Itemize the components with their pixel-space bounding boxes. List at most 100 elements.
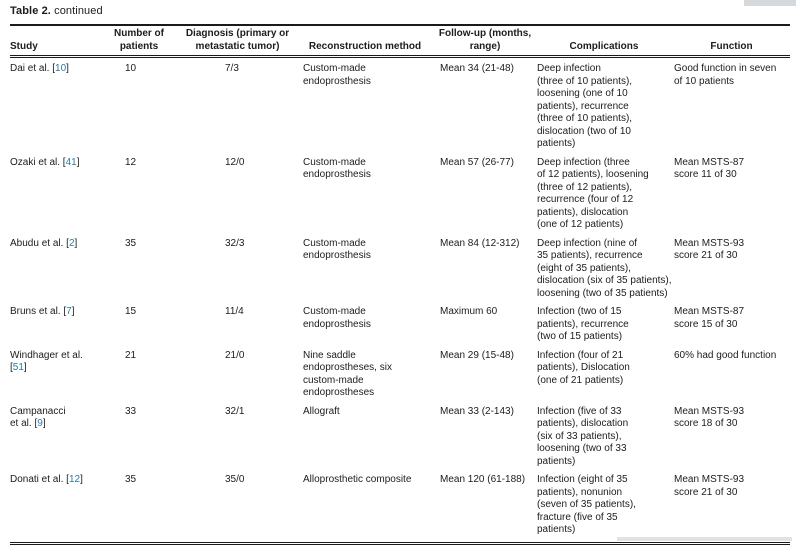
cell-diagnosis: 35/0 bbox=[225, 474, 245, 485]
cell-reconstruction: Allograft bbox=[295, 401, 435, 470]
table-body: Dai et al. [10] 10 7/3 Custom-made endop… bbox=[10, 57, 790, 544]
cell-study: Campanacci et al. [9] bbox=[10, 401, 98, 470]
cell-patients: 33 bbox=[125, 405, 137, 417]
col-header-function: Function bbox=[673, 25, 790, 58]
table-row: Ozaki et al. [41] 12 12/0 Custom-made en… bbox=[10, 152, 790, 233]
study-name: Bruns et al. bbox=[10, 306, 61, 317]
cell-followup: Mean 84 (12-312) bbox=[440, 237, 520, 249]
citation-post: ] bbox=[71, 306, 75, 317]
cell-function: Mean MSTS-93 score 18 of 30 bbox=[674, 405, 745, 430]
cell-patients: 35 bbox=[125, 237, 137, 249]
study-name: Campanacci et al. bbox=[10, 405, 66, 430]
cell-study: Windhager et al. [51] bbox=[10, 345, 98, 401]
table-row: Donati et al. [12] 35 35/0 Alloprostheti… bbox=[10, 469, 790, 543]
citation-post: ] bbox=[76, 156, 80, 168]
cell-followup: Maximum 60 bbox=[440, 306, 498, 317]
citation-post: ] bbox=[42, 418, 46, 429]
cell-diagnosis: 32/3 bbox=[225, 237, 245, 249]
cell-function: Mean MSTS-93 score 21 of 30 bbox=[674, 237, 745, 262]
study-name: Abudu et al. bbox=[10, 237, 64, 249]
citation-post: ] bbox=[66, 63, 69, 74]
studies-table: Study Number of patients Diagnosis (prim… bbox=[10, 24, 790, 545]
cell-complications: Infection (eight of 35 patients), nonuni… bbox=[537, 474, 636, 535]
cell-diagnosis: 21/0 bbox=[225, 349, 245, 361]
citation-post: ] bbox=[80, 474, 83, 485]
cell-study: Dai et al. [10] bbox=[10, 57, 98, 152]
cell-followup: Mean 29 (15-48) bbox=[440, 349, 514, 361]
citation-ref[interactable]: 2 bbox=[68, 237, 75, 249]
cell-patients: 15 bbox=[125, 306, 137, 317]
cell-diagnosis: 11/4 bbox=[225, 306, 244, 317]
citation-post: ] bbox=[74, 237, 78, 249]
reconstruction-text: Nine saddle endoprostheses, six custom-m… bbox=[303, 349, 392, 399]
cell-followup: Mean 57 (26-77) bbox=[440, 156, 514, 168]
citation-pre: [ bbox=[31, 418, 38, 429]
table-title-suffix: continued bbox=[54, 5, 103, 17]
scan-artifact-top-right bbox=[744, 0, 796, 6]
cell-complications: Deep infection (three of 12 patients), l… bbox=[537, 156, 649, 231]
citation-ref[interactable]: 12 bbox=[68, 474, 81, 485]
study-name: Windhager et al. bbox=[10, 349, 83, 361]
citation-ref[interactable]: 10 bbox=[55, 63, 67, 74]
study-name: Dai et al. bbox=[10, 63, 50, 74]
table-row: Windhager et al. [51] 21 21/0 Nine saddl… bbox=[10, 345, 790, 401]
cell-function: Mean MSTS-87 score 11 of 30 bbox=[674, 156, 745, 181]
cell-diagnosis: 32/1 bbox=[225, 405, 245, 417]
cell-function: Mean MSTS-93 score 21 of 30 bbox=[674, 474, 745, 498]
cell-reconstruction: Alloprosthetic composite bbox=[295, 469, 435, 543]
citation-pre: [ bbox=[60, 306, 67, 317]
reconstruction-text: Custom-made endoprosthesis bbox=[303, 63, 371, 87]
cell-patients: 12 bbox=[125, 156, 137, 168]
col-header-study: Study bbox=[10, 25, 98, 58]
citation-pre: [ bbox=[49, 63, 56, 74]
cell-followup: Mean 120 (61-188) bbox=[440, 474, 526, 485]
cell-followup: Mean 34 (21-48) bbox=[440, 63, 514, 74]
citation-ref[interactable]: 51 bbox=[12, 362, 24, 373]
citation-post: ] bbox=[23, 362, 27, 373]
cell-complications: Deep infection (three of 10 patients), l… bbox=[537, 63, 633, 149]
reconstruction-text: Custom-made endoprosthesis bbox=[303, 156, 371, 181]
cell-complications: Infection (two of 15 patients), recurren… bbox=[537, 306, 629, 342]
reconstruction-text: Custom-made endoprosthesis bbox=[303, 306, 371, 330]
table-row: Dai et al. [10] 10 7/3 Custom-made endop… bbox=[10, 57, 790, 152]
cell-patients: 35 bbox=[125, 474, 137, 485]
col-header-diagnosis: Diagnosis (primary or metastatic tumor) bbox=[180, 25, 295, 58]
citation-pre: [ bbox=[60, 156, 66, 168]
cell-study: Donati et al. [12] bbox=[10, 469, 98, 543]
study-name: Donati et al. bbox=[10, 474, 64, 485]
cell-diagnosis: 7/3 bbox=[225, 63, 239, 74]
cell-patients: 21 bbox=[125, 349, 137, 361]
table-title-label: Table 2. bbox=[10, 5, 51, 17]
reconstruction-text: Custom-made endoprosthesis bbox=[303, 237, 371, 262]
cell-diagnosis: 12/0 bbox=[225, 156, 245, 168]
col-header-patients: Number of patients bbox=[98, 25, 180, 58]
cell-reconstruction: Nine saddle endoprostheses, six custom-m… bbox=[295, 345, 435, 401]
cell-followup: Mean 33 (2-143) bbox=[440, 405, 514, 417]
citation-pre: [ bbox=[63, 237, 69, 249]
cell-reconstruction: Custom-made endoprosthesis bbox=[295, 301, 435, 345]
cell-function: Mean MSTS-87 score 15 of 30 bbox=[674, 306, 745, 330]
citation-ref[interactable]: 41 bbox=[65, 156, 77, 168]
citation-ref[interactable]: 7 bbox=[66, 306, 72, 317]
header-row: Study Number of patients Diagnosis (prim… bbox=[10, 25, 790, 58]
col-header-complications: Complications bbox=[535, 25, 673, 58]
study-name: Ozaki et al. bbox=[10, 156, 61, 168]
cell-reconstruction: Custom-made endoprosthesis bbox=[295, 152, 435, 233]
citation-ref[interactable]: 9 bbox=[37, 418, 43, 429]
cell-reconstruction: Custom-made endoprosthesis bbox=[295, 57, 435, 152]
scan-artifact-bottom-right bbox=[617, 537, 792, 541]
reconstruction-text: Alloprosthetic composite bbox=[303, 474, 412, 485]
table-title: Table 2. continued bbox=[10, 5, 790, 18]
col-header-followup: Follow-up (months, range) bbox=[435, 25, 535, 58]
cell-function: 60% had good function bbox=[674, 349, 777, 361]
cell-complications: Infection (five of 33 patients), disloca… bbox=[537, 405, 629, 467]
cell-function: Good function in seven of 10 patients bbox=[674, 63, 777, 87]
table-row: Campanacci et al. [9] 33 32/1 Allograft … bbox=[10, 401, 790, 470]
cell-complications: Infection (four of 21 patients), Disloca… bbox=[537, 349, 630, 386]
cell-reconstruction: Custom-made endoprosthesis bbox=[295, 233, 435, 302]
table-row: Abudu et al. [2] 35 32/3 Custom-made end… bbox=[10, 233, 790, 302]
col-header-reconstruction: Reconstruction method bbox=[295, 25, 435, 58]
cell-patients: 10 bbox=[125, 63, 137, 74]
reconstruction-text: Allograft bbox=[303, 405, 340, 417]
